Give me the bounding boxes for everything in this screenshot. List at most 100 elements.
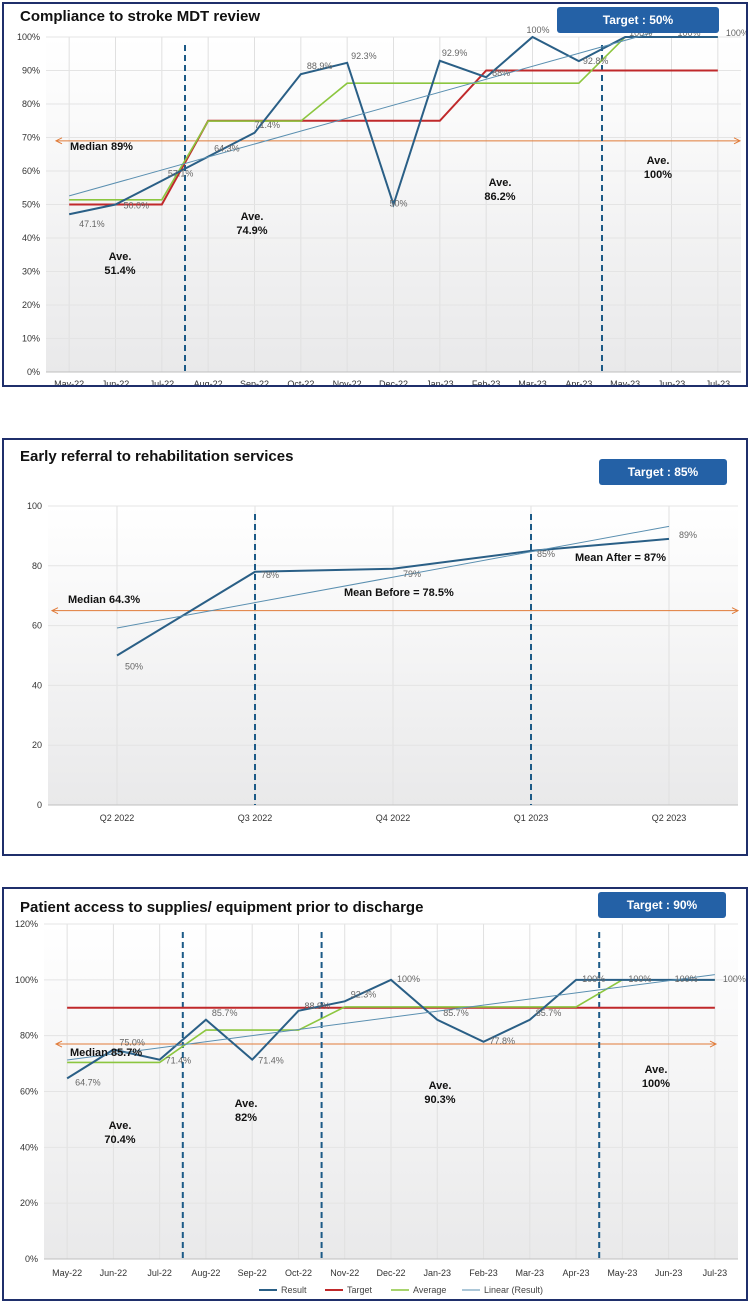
x-tick-label: Oct-22 [285, 1268, 312, 1278]
data-label: 77.8% [490, 1036, 516, 1046]
data-label: 88% [492, 68, 510, 78]
legend-label: Average [413, 1285, 446, 1295]
data-label: 64.7% [75, 1077, 101, 1087]
median-arrowhead [54, 137, 63, 145]
mean-annotation: Mean After = 87% [575, 552, 666, 564]
data-label: 100% [527, 25, 550, 35]
chart-title: Compliance to stroke MDT review [20, 8, 261, 25]
x-tick-label: Jun-23 [655, 1268, 683, 1278]
x-tick-label: Aug-22 [194, 379, 223, 385]
series-line-linear-result [116, 525, 670, 629]
x-tick-label: Feb-23 [472, 379, 501, 385]
x-tick-label: Nov-22 [330, 1268, 359, 1278]
y-tick-label: 40 [32, 680, 42, 690]
data-label: 100% [629, 28, 652, 38]
x-tick-label: Q3 2022 [238, 813, 273, 823]
x-tick-label: May-22 [54, 379, 84, 385]
x-tick-label: Feb-23 [469, 1268, 498, 1278]
y-tick-label: 20% [20, 1198, 38, 1208]
y-tick-label: 0% [25, 1254, 38, 1264]
data-label: 50% [390, 199, 408, 209]
data-label: 85% [537, 549, 555, 559]
median-label: Median 64.3% [68, 594, 141, 606]
x-tick-label: Q1 2023 [514, 813, 549, 823]
x-tick-label: Jan-23 [424, 1268, 452, 1278]
data-label: 100% [628, 974, 651, 984]
y-tick-label: 60 [32, 621, 42, 631]
data-label: 71.4% [258, 1056, 284, 1066]
x-tick-label: Apr-23 [565, 379, 592, 385]
x-tick-label: Q2 2022 [100, 813, 135, 823]
y-tick-label: 60% [22, 166, 40, 176]
data-label: 100% [582, 974, 605, 984]
average-annotation: Ave. 90.3% [420, 1079, 460, 1107]
series-line-linear-result [67, 974, 715, 1061]
data-label: 50% [125, 662, 143, 672]
legend-label: Linear (Result) [484, 1285, 543, 1295]
data-label: 57.1% [168, 169, 194, 179]
chart-panel-mdt-review: 0% 10% 20% 30% 40% 50% 60% 70% 80% 90% 100% May-22 J… [2, 2, 748, 387]
median-arrowhead [733, 137, 742, 145]
x-tick-label: Mar-23 [518, 379, 547, 385]
annotation-line: 86.2% [484, 191, 516, 203]
annotation-line: Ave. [240, 211, 264, 223]
x-tick-label: Dec-22 [376, 1268, 405, 1278]
annotation-line: 51.4% [104, 265, 136, 277]
data-label: 64.3% [214, 144, 240, 154]
annotation-line: 100% [641, 1078, 671, 1090]
annotation-line: 90.3% [424, 1094, 456, 1106]
y-tick-label: 40% [20, 1142, 38, 1152]
series-line-linear-result [69, 13, 718, 197]
data-label: 89% [679, 530, 697, 540]
chart-panel-supplies-access: 0% 20% 40% 60% 80% 100% 120% May-22 Jun-22 Jul-22… [2, 887, 748, 1301]
y-tick-label: 60% [20, 1087, 38, 1097]
target-badge: Target : 50% [557, 7, 719, 33]
target-badge: Target : 85% [599, 459, 727, 485]
x-tick-label: Jul-23 [706, 379, 731, 385]
y-tick-label: 30% [22, 267, 40, 277]
data-label: 92.3% [351, 989, 377, 999]
x-tick-label: May-23 [607, 1268, 637, 1278]
target-badge: Target : 90% [598, 892, 726, 918]
data-label: 92.3% [351, 51, 377, 61]
annotation-line: Ave. [234, 1098, 258, 1110]
median-arrowhead [50, 607, 59, 615]
x-tick-label: Apr-23 [563, 1268, 590, 1278]
annotation-line: 82% [234, 1112, 258, 1124]
data-label: 92.9% [442, 48, 468, 58]
series-line-target [69, 69, 718, 206]
mean-annotation: Mean Before = 78.5% [344, 587, 454, 599]
annotation-line: Ave. [108, 1120, 132, 1132]
annotation-line: 74.9% [236, 225, 268, 237]
data-label: 79% [403, 569, 421, 579]
x-tick-label: Mar-23 [516, 1268, 545, 1278]
y-tick-label: 0% [27, 367, 40, 377]
x-tick-label: May-23 [610, 379, 640, 385]
y-tick-label: 20 [32, 740, 42, 750]
data-label: 100% [397, 974, 420, 984]
chart-mdt-review: 0% 10% 20% 30% 40% 50% 60% 70% 80% 90% 100% May-22 J… [17, 13, 746, 385]
data-label: 50.0% [124, 201, 150, 211]
data-label: 100% [678, 28, 701, 38]
y-tick-label: 80% [20, 1031, 38, 1041]
annotation-line: Ave. [108, 251, 132, 263]
annotation-line: 70.4% [104, 1134, 136, 1146]
average-annotation: Ave. 51.4% [100, 250, 140, 278]
annotation-line: 100% [643, 169, 673, 181]
x-tick-label: Sep-22 [238, 1268, 267, 1278]
median-arrowhead [54, 1040, 63, 1048]
chart-supplies-access: 0% 20% 40% 60% 80% 100% 120% May-22 Jun-22 Jul-22… [15, 919, 746, 1295]
median-arrowhead [709, 1040, 718, 1048]
x-tick-label: Sep-22 [240, 379, 269, 385]
x-tick-label: Dec-22 [379, 379, 408, 385]
x-tick-label: Jun-23 [658, 379, 686, 385]
chart-panel-rehab-referral: 0 20 40 60 80 100 Q2 2022 Q3 2022 Q4 2022 Q1 2023… [2, 438, 748, 856]
average-annotation: Ave. 100% [636, 1063, 676, 1091]
annotation-line: Ave. [488, 177, 512, 189]
x-tick-label: May-22 [52, 1268, 82, 1278]
y-tick-label: 0 [37, 800, 42, 810]
average-annotation: Ave. 70.4% [100, 1119, 140, 1147]
annotation-line: Ave. [646, 155, 670, 167]
x-tick-label: Jul-22 [150, 379, 175, 385]
data-label: 100% [723, 974, 746, 984]
